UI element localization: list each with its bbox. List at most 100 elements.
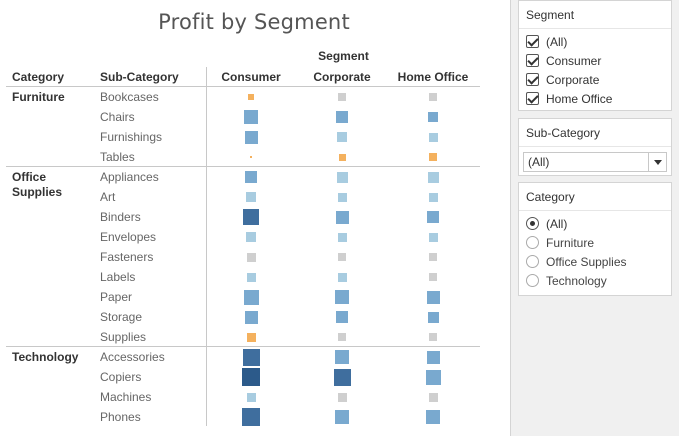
category-option[interactable]: Office Supplies — [519, 252, 671, 271]
profit-mark[interactable] — [429, 253, 437, 261]
subcategory-label: Bookcases — [100, 90, 159, 104]
profit-mark[interactable] — [426, 410, 440, 424]
profit-mark[interactable] — [427, 311, 439, 323]
subcategory-filter: Sub-Category (All) — [518, 118, 672, 176]
profit-mark[interactable] — [336, 111, 348, 123]
profit-mark[interactable] — [429, 333, 437, 341]
profit-mark[interactable] — [427, 211, 439, 223]
subcategory-label: Storage — [100, 310, 143, 324]
profit-mark[interactable] — [338, 153, 346, 161]
radio-icon[interactable] — [526, 236, 539, 249]
segment-option-label: (All) — [546, 34, 568, 49]
profit-mark[interactable] — [337, 232, 347, 242]
viz-area: Profit by Segment Segment Category Sub-C… — [0, 0, 511, 436]
checkbox-icon[interactable] — [526, 35, 539, 48]
category-option-label: Furniture — [546, 235, 595, 250]
profit-mark[interactable] — [246, 232, 256, 242]
profit-mark[interactable] — [428, 232, 438, 242]
profit-mark[interactable] — [243, 209, 259, 225]
segment-option[interactable]: Consumer — [519, 51, 671, 70]
subcategory-label: Fasteners — [100, 250, 154, 264]
profit-mark[interactable] — [245, 171, 257, 183]
checkbox-icon[interactable] — [526, 92, 539, 105]
row-header-subcategory: Sub-Category — [100, 70, 179, 84]
category-option-label: (All) — [546, 216, 568, 231]
profit-mark[interactable] — [337, 132, 347, 142]
subcategory-label: Binders — [100, 210, 141, 224]
row-header-category: Category — [12, 70, 65, 84]
profit-mark[interactable] — [428, 112, 438, 122]
column-header-corporate: Corporate — [313, 70, 371, 84]
profit-mark[interactable] — [242, 368, 260, 386]
radio-icon[interactable] — [526, 255, 539, 268]
profit-mark[interactable] — [250, 156, 252, 158]
category-label: Office Supplies — [12, 170, 63, 199]
profit-mark[interactable] — [429, 273, 437, 281]
radio-icon[interactable] — [526, 217, 539, 230]
column-header-home-office: Home Office — [397, 70, 469, 84]
category-filter-title: Category — [519, 183, 671, 211]
profit-mark[interactable] — [333, 368, 351, 386]
segment-option-label: Home Office — [546, 91, 613, 106]
profit-mark[interactable] — [429, 153, 437, 161]
profit-mark[interactable] — [335, 210, 349, 224]
category-option[interactable]: Technology — [519, 271, 671, 290]
profit-mark[interactable] — [246, 252, 256, 262]
subcategory-label: Labels — [100, 270, 136, 284]
category-option[interactable]: (All) — [519, 214, 671, 233]
column-group-label: Segment — [318, 49, 369, 63]
profit-mark[interactable] — [337, 272, 347, 282]
profit-mark[interactable] — [246, 392, 256, 402]
subcategory-label: Appliances — [100, 170, 159, 184]
profit-mark[interactable] — [336, 311, 348, 323]
profit-mark[interactable] — [338, 93, 346, 101]
subcategory-dropdown-value: (All) — [528, 155, 550, 169]
profit-mark[interactable] — [428, 392, 438, 402]
checkbox-icon[interactable] — [526, 54, 539, 67]
profit-mark[interactable] — [426, 350, 440, 364]
segment-option[interactable]: (All) — [519, 32, 671, 51]
subcategory-label: Machines — [100, 390, 152, 404]
profit-mark[interactable] — [427, 171, 439, 183]
profit-mark[interactable] — [338, 333, 346, 341]
profit-mark[interactable] — [429, 93, 437, 101]
profit-mark[interactable] — [428, 192, 438, 202]
profit-mark[interactable] — [242, 348, 260, 366]
profit-mark[interactable] — [246, 332, 256, 342]
category-option[interactable]: Furniture — [519, 233, 671, 252]
profit-mark[interactable] — [338, 253, 346, 261]
profit-mark[interactable] — [335, 410, 349, 424]
profit-mark[interactable] — [336, 171, 348, 183]
profit-mark[interactable] — [244, 130, 258, 144]
dropdown-arrow-icon[interactable] — [648, 153, 666, 171]
subcategory-label: Envelopes — [100, 230, 157, 244]
profit-mark[interactable] — [425, 369, 441, 385]
column-divider — [206, 67, 207, 426]
profit-mark[interactable] — [244, 110, 258, 124]
radio-icon[interactable] — [526, 274, 539, 287]
profit-mark[interactable] — [337, 192, 347, 202]
profit-mark[interactable] — [428, 132, 438, 142]
profit-mark[interactable] — [248, 94, 254, 100]
profit-mark[interactable] — [246, 272, 256, 282]
subcategory-label: Supplies — [100, 330, 147, 344]
subcategory-label: Chairs — [100, 110, 135, 124]
category-divider — [6, 166, 480, 167]
column-header-consumer: Consumer — [221, 70, 281, 84]
profit-mark[interactable] — [335, 350, 349, 364]
profit-mark[interactable] — [335, 290, 349, 304]
profit-mark[interactable] — [337, 392, 347, 402]
profit-mark[interactable] — [244, 310, 258, 324]
subcategory-label: Accessories — [100, 350, 165, 364]
segment-option-label: Consumer — [546, 53, 602, 68]
subcategory-filter-title: Sub-Category — [519, 119, 671, 147]
profit-mark[interactable] — [243, 289, 259, 305]
subcategory-label: Phones — [100, 410, 141, 424]
segment-option[interactable]: Corporate — [519, 70, 671, 89]
subcategory-dropdown[interactable]: (All) — [523, 152, 667, 172]
profit-mark[interactable] — [242, 408, 260, 426]
profit-mark[interactable] — [426, 290, 440, 304]
checkbox-icon[interactable] — [526, 73, 539, 86]
profit-mark[interactable] — [246, 192, 256, 202]
segment-option[interactable]: Home Office — [519, 89, 671, 108]
